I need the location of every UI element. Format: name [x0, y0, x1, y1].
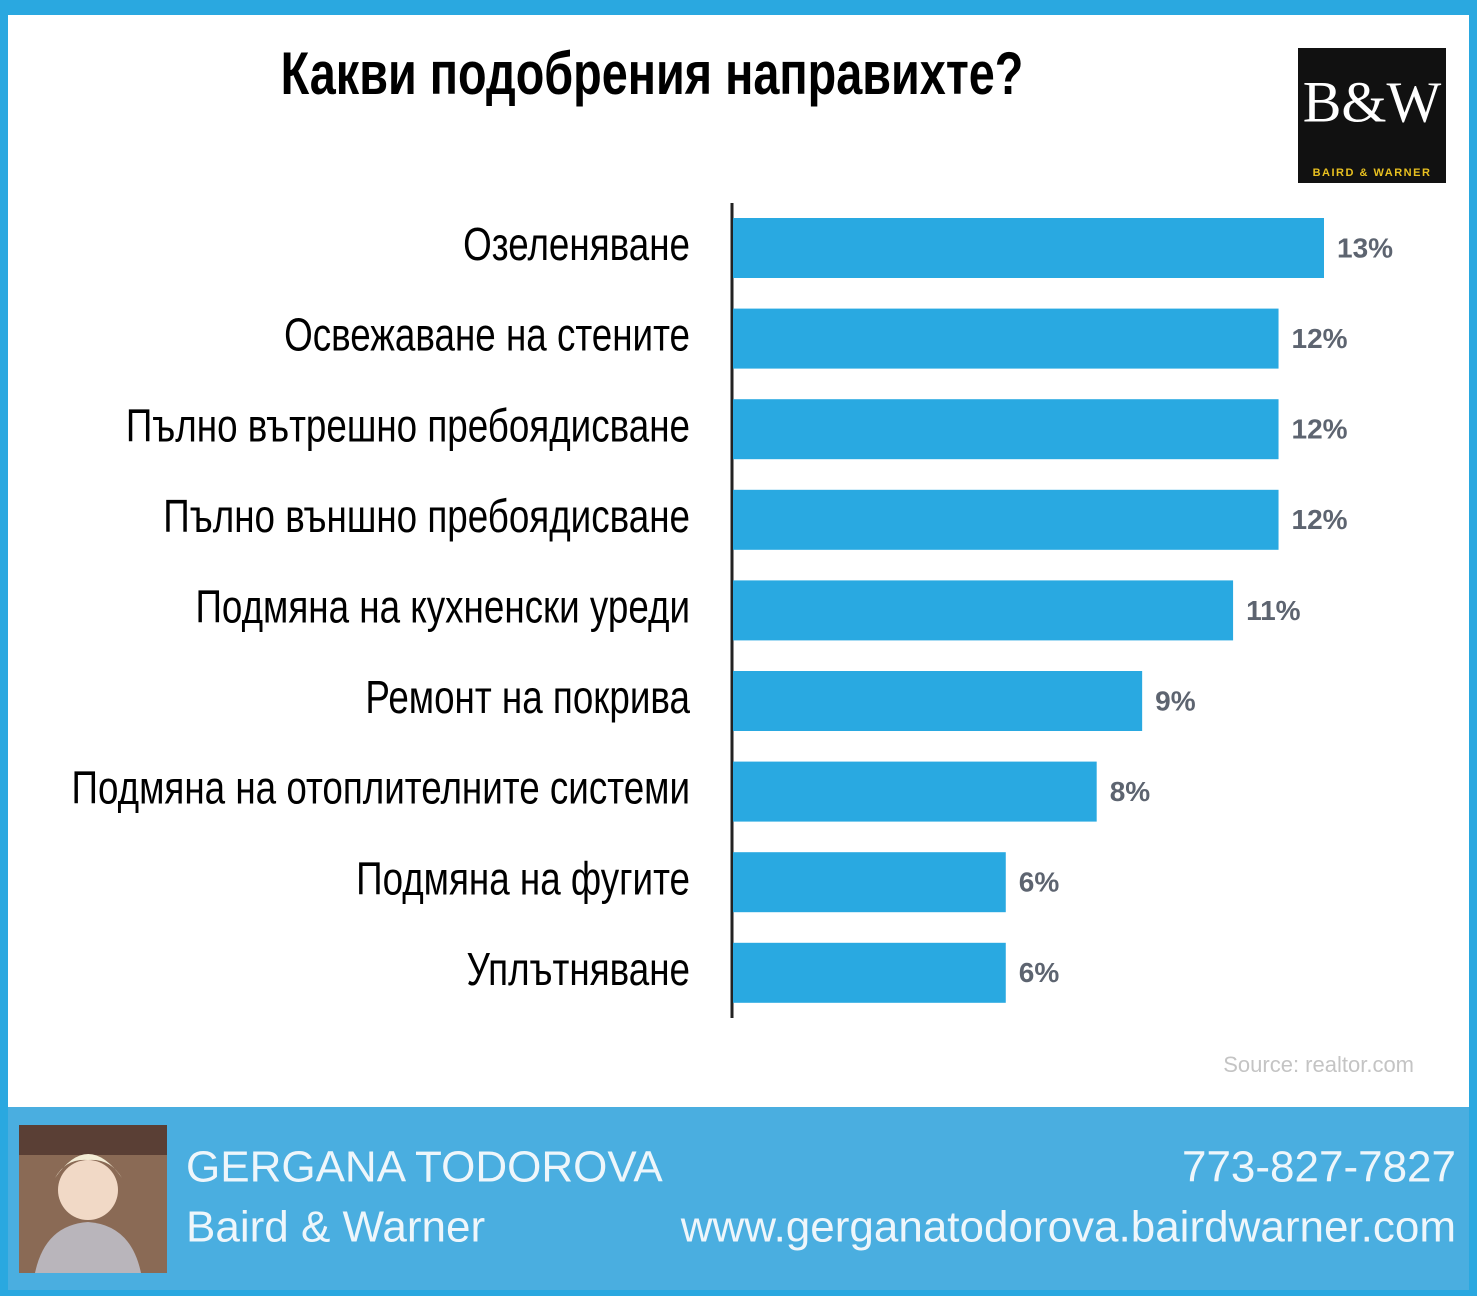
category-label: Подмяна на кухненски уреди	[195, 581, 690, 633]
bar	[733, 671, 1143, 731]
category-label: Ремонт на покрива	[365, 671, 690, 723]
bar	[733, 761, 1097, 822]
chart-title: Какви подобрения направихте?	[281, 40, 1024, 107]
logo: B&W BAIRD & WARNER	[1298, 48, 1446, 183]
value-label: 12%	[1292, 414, 1348, 445]
bar	[733, 942, 1006, 1003]
value-label: 11%	[1246, 595, 1301, 626]
logo-band	[1298, 163, 1446, 183]
category-label: Пълно външно пребоядисване	[163, 490, 690, 542]
category-label: Уплътняване	[466, 943, 690, 995]
footer: GERGANA TODOROVA Baird & Warner 773-827-…	[8, 1107, 1469, 1290]
bar	[733, 580, 1234, 641]
photo-face	[58, 1160, 118, 1220]
value-label: 12%	[1292, 323, 1348, 354]
photo-hair	[55, 1154, 122, 1178]
bar	[733, 852, 1006, 913]
footer-phone: 773-827-7827	[1182, 1143, 1456, 1192]
footer-name: GERGANA TODOROVA	[186, 1143, 663, 1192]
source: Source: realtor.com	[1223, 1052, 1414, 1077]
category-label: Подмяна на фугите	[356, 852, 690, 904]
value-label: 9%	[1155, 685, 1196, 716]
category-label: Освежаване на стените	[284, 309, 690, 361]
value-label: 13%	[1337, 232, 1393, 263]
photo-body	[35, 1222, 141, 1273]
panel	[8, 15, 1469, 1107]
bar	[733, 489, 1279, 550]
category-label: Озеленяване	[463, 218, 690, 270]
category-label: Пълно вътрешно пребоядисване	[126, 399, 690, 451]
logo-box	[1298, 48, 1446, 183]
value-label: 8%	[1110, 776, 1151, 807]
logo-name: BAIRD & WARNER	[1313, 167, 1432, 179]
footer-website: www.gerganatodorova.bairdwarner.com	[680, 1203, 1456, 1252]
footer-company: Baird & Warner	[186, 1203, 485, 1252]
category-label: Подмяна на отоплителните системи	[72, 762, 690, 814]
photo-top	[19, 1125, 167, 1155]
bar	[733, 399, 1279, 460]
logo-mark: B&W	[1303, 69, 1442, 134]
value-label: 6%	[1019, 957, 1060, 988]
bar	[733, 308, 1279, 369]
value-label: 12%	[1292, 504, 1348, 535]
value-label: 6%	[1019, 867, 1060, 898]
bar	[733, 218, 1324, 278]
footer-band	[8, 1107, 1469, 1290]
